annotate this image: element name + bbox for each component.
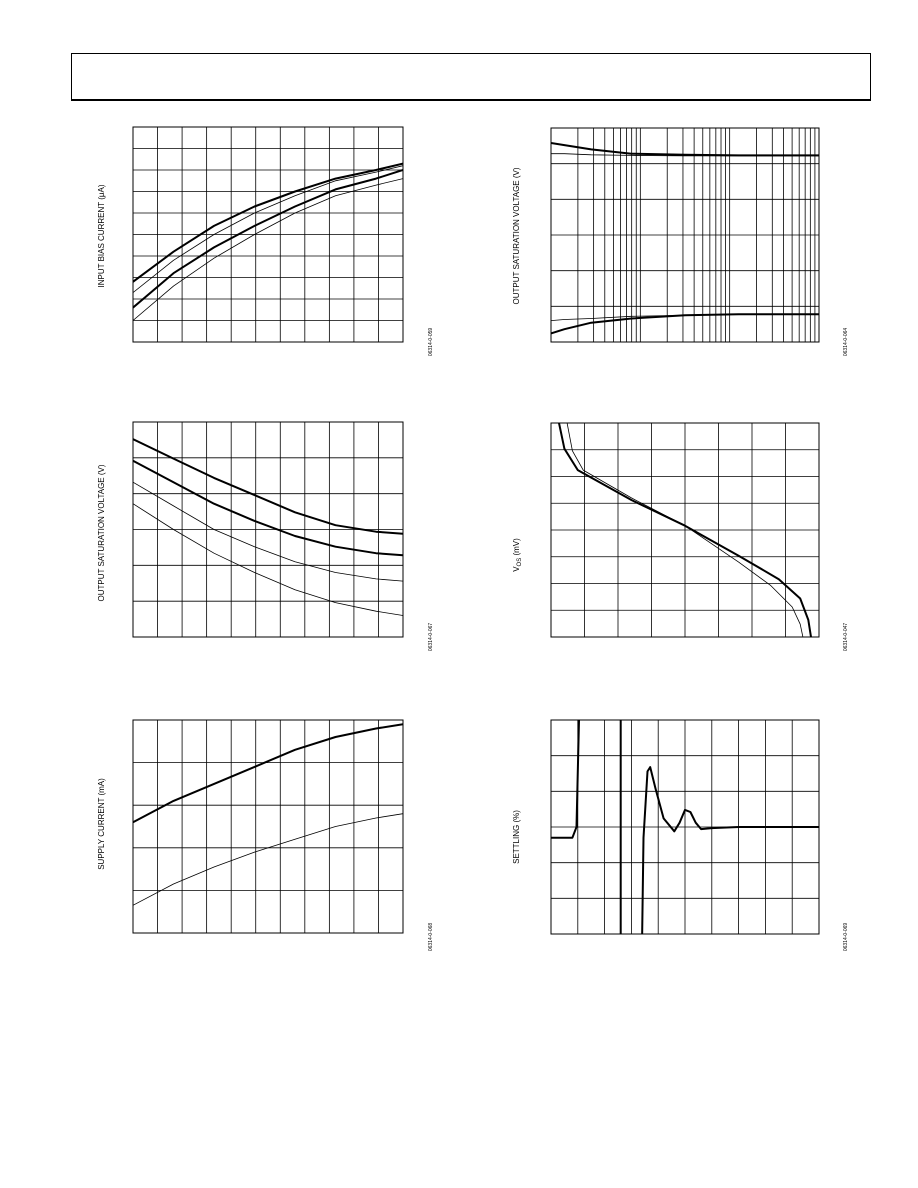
grid <box>132 126 404 343</box>
series-line-3 <box>551 313 819 335</box>
figure-id: 06314-0-068 <box>428 923 434 952</box>
series-line-3 <box>133 481 403 582</box>
page-header <box>71 53 871 101</box>
plot-frame <box>132 719 404 934</box>
grid <box>132 719 404 934</box>
series-group <box>133 723 403 906</box>
chart-vos: VOS (mV) 06314-0-047 <box>512 422 849 652</box>
figure-id: 06314-0-069 <box>843 923 849 952</box>
figure-id: 06314-0-067 <box>428 623 434 652</box>
figure-id: 06314-0-047 <box>843 623 849 652</box>
y-axis-label: SUPPLY CURRENT (mA) <box>97 778 106 870</box>
grid <box>550 127 820 343</box>
series-line-2 <box>133 459 403 557</box>
series-group <box>133 438 403 616</box>
series-line-1 <box>551 142 819 157</box>
series-group <box>558 423 812 637</box>
series-group <box>551 142 819 335</box>
series-line-2 <box>133 165 403 293</box>
series-line-4 <box>133 178 403 321</box>
grid <box>550 422 820 638</box>
grid <box>132 421 404 638</box>
series-group <box>551 720 819 934</box>
chart-output-saturation-voltage-temp: OUTPUT SATURATION VOLTAGE (V) 06314-0-06… <box>97 421 434 652</box>
series-line-1 <box>133 162 403 283</box>
series-line-1 <box>133 438 403 535</box>
y-axis-label: SETTLING (%) <box>512 810 521 864</box>
series-line-3 <box>133 169 403 309</box>
figure-id: 06314-0-064 <box>843 328 849 357</box>
y-axis-label: INPUT BIAS CURRENT (μA) <box>97 184 106 287</box>
y-axis-label: VOS (mV) <box>512 538 523 572</box>
series-line-1 <box>558 423 812 637</box>
series-line-2 <box>133 813 403 906</box>
series-group <box>133 162 403 321</box>
series-line-1 <box>551 720 580 839</box>
chart-output-saturation-voltage-load: OUTPUT SATURATION VOLTAGE (V) 06314-0-06… <box>512 127 849 357</box>
series-line-2 <box>566 423 804 637</box>
y-axis-label: OUTPUT SATURATION VOLTAGE (V) <box>97 464 106 601</box>
chart-input-bias-current: INPUT BIAS CURRENT (μA) 06314-0-059 <box>97 126 434 357</box>
y-axis-label: OUTPUT SATURATION VOLTAGE (V) <box>512 167 521 304</box>
series-line-4 <box>551 313 819 321</box>
chart-supply-current: SUPPLY CURRENT (mA) 06314-0-068 <box>97 719 434 952</box>
chart-settling: SETTLING (%) 06314-0-069 <box>512 719 849 952</box>
series-line-3 <box>641 766 819 934</box>
series-line-4 <box>133 503 403 616</box>
figure-id: 06314-0-059 <box>428 328 434 357</box>
series-line-2 <box>551 153 819 157</box>
series-line-1 <box>133 723 403 824</box>
grid <box>550 719 820 935</box>
